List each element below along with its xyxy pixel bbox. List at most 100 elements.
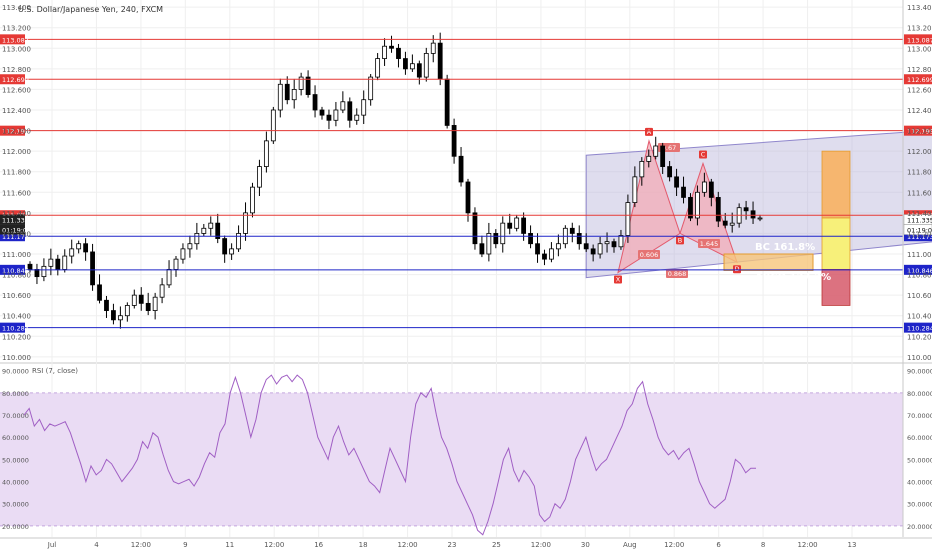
- price-tick-label-left: 113.200: [2, 25, 31, 33]
- price-level-badge-left: [0, 74, 25, 85]
- candle-body: [555, 243, 561, 250]
- candle-body: [326, 114, 332, 121]
- price-level-badge-right: [904, 34, 932, 45]
- price-tick-label-left: 112.400: [2, 107, 31, 115]
- price-level-badge-right: [904, 125, 932, 136]
- candle-body: [333, 109, 339, 121]
- rsi-band: [0, 392, 903, 526]
- candle-body: [611, 241, 617, 248]
- time-tick-label: 9: [183, 541, 187, 549]
- time-tick-label: 12:00: [664, 541, 684, 549]
- candle-body: [681, 186, 686, 198]
- rsi-tick-label: 80.0000: [907, 390, 932, 398]
- candle-body: [117, 315, 123, 321]
- rsi-tick-label-left: 80.0000: [2, 390, 29, 398]
- candle-body: [48, 258, 54, 267]
- countdown-badge-left: [0, 224, 25, 235]
- price-tick-label: 111.800: [907, 169, 932, 177]
- last-price-badge-left: [0, 214, 25, 225]
- price-tick-label-left: 110.800: [2, 272, 31, 280]
- time-tick-label: 12:00: [397, 541, 417, 549]
- candle-body: [208, 222, 214, 229]
- price-tick-label: 111.600: [907, 189, 932, 197]
- candle-body: [396, 47, 401, 59]
- candle-body: [76, 243, 82, 250]
- candle-body: [145, 302, 151, 311]
- candle-body: [312, 94, 318, 111]
- price-level-label-right: 110.284: [907, 325, 932, 333]
- price-tick-label-left: 112.800: [2, 66, 31, 74]
- rsi-tick-label-left: 20.0000: [2, 523, 29, 531]
- candle-body: [590, 248, 596, 255]
- candle-body: [535, 243, 540, 255]
- candle-body: [263, 140, 269, 167]
- candle-body: [152, 296, 158, 311]
- pattern-label-bc: BC 161.8%: [755, 242, 815, 253]
- candle-body: [41, 265, 47, 278]
- candle-body: [514, 217, 520, 229]
- price-level-label-left: 110.284: [2, 325, 29, 333]
- time-tick-label: 23: [448, 541, 457, 549]
- candle-body: [347, 101, 353, 121]
- candle-body: [131, 294, 137, 306]
- candle-body: [528, 233, 533, 245]
- price-tick-label-left: 113.000: [2, 45, 31, 53]
- candle-body: [722, 220, 728, 226]
- rsi-tick-label-left: 90.0000: [2, 368, 29, 376]
- price-tick-label: 112.200: [907, 128, 932, 136]
- price-tick-label-left: 110.200: [2, 333, 31, 341]
- candle-body: [277, 83, 283, 111]
- candle-body: [257, 166, 262, 188]
- time-tick-label: 16: [314, 541, 323, 549]
- pattern-overlay: X A B C D 0.67 0.606 1.645 0.868 BC 161.8% ABCD 12…: [585, 127, 932, 306]
- candle-body: [646, 155, 652, 162]
- last-price-label-right: 111.335: [907, 217, 932, 225]
- countdown-badge-right: [903, 224, 932, 235]
- time-tick-label: Aug: [623, 541, 637, 549]
- candle-body: [521, 217, 527, 234]
- price-tick-label-left: 110.000: [2, 354, 31, 362]
- candle-body: [743, 207, 749, 212]
- price-tick-label: 113.000: [907, 45, 932, 53]
- price-tick-label: 110.600: [907, 292, 932, 300]
- candle-body: [472, 212, 478, 245]
- price-tick-label: 112.400: [907, 107, 932, 115]
- candle-body: [180, 248, 186, 260]
- price-tick-label-left: 113.400: [2, 4, 31, 12]
- candle-body: [291, 89, 297, 101]
- candle-body: [62, 255, 68, 270]
- candle-body: [437, 42, 443, 80]
- price-level-label-left: 112.199: [2, 128, 29, 136]
- time-tick-label: 11: [225, 541, 234, 549]
- candle-body: [284, 83, 290, 101]
- candle-body: [361, 99, 367, 116]
- price-level-label-right: 110.846: [907, 267, 932, 275]
- price-level-label-left: 112.699: [2, 76, 29, 84]
- price-level-badge-right: [904, 74, 932, 85]
- price-level-badge-right: [904, 322, 932, 333]
- price-level-label-right: 113.087: [907, 36, 932, 44]
- candle-body: [500, 222, 506, 245]
- candle-body: [173, 258, 179, 270]
- price-tick-label-left: 110.400: [2, 313, 31, 321]
- countdown-label-left: 01:19:04: [2, 227, 31, 235]
- time-tick-label: 12:00: [264, 541, 284, 549]
- candle-body: [236, 233, 241, 250]
- candle-body: [215, 222, 221, 239]
- candle-body: [409, 63, 415, 70]
- candle-body: [34, 269, 40, 278]
- time-tick-label: 25: [492, 541, 501, 549]
- candle-body: [757, 217, 763, 220]
- ratio-label: 0.868: [668, 270, 687, 278]
- price-tick-label: 112.800: [907, 66, 932, 74]
- price-level-badge-right: [904, 231, 932, 242]
- candle-body: [389, 45, 394, 49]
- candle-body: [298, 76, 304, 90]
- candle-body: [83, 243, 89, 253]
- candle-body: [354, 114, 360, 121]
- harmonic-point-badge: [699, 150, 707, 159]
- last-price-label-left: 111.335: [2, 217, 29, 225]
